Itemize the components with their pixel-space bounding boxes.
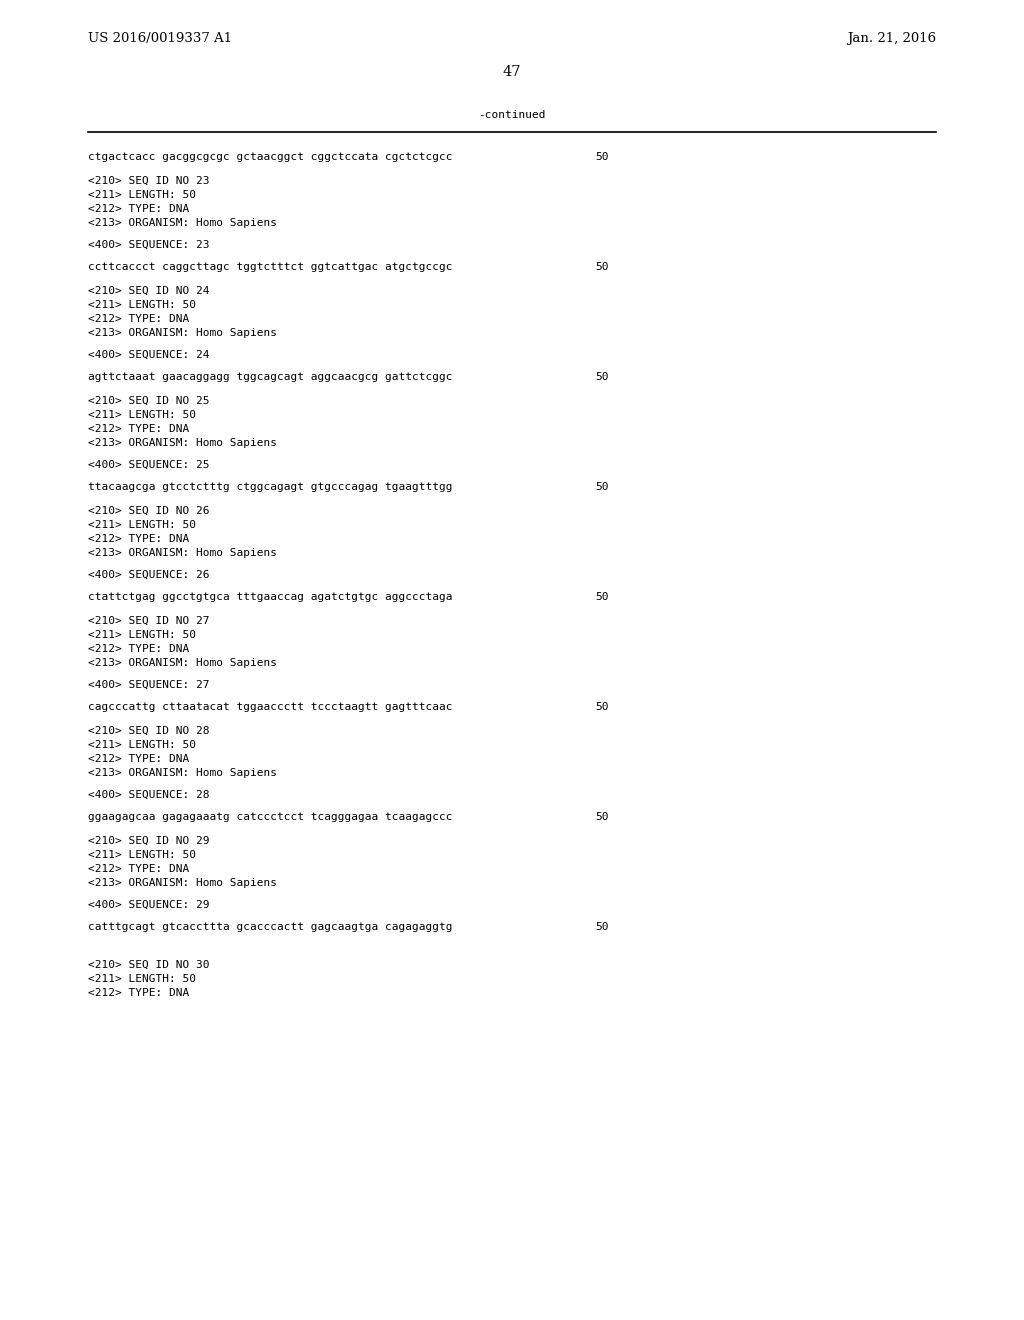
Text: US 2016/0019337 A1: US 2016/0019337 A1 (88, 32, 232, 45)
Text: <210> SEQ ID NO 24: <210> SEQ ID NO 24 (88, 286, 210, 296)
Text: <400> SEQUENCE: 24: <400> SEQUENCE: 24 (88, 350, 210, 360)
Text: <212> TYPE: DNA: <212> TYPE: DNA (88, 865, 189, 874)
Text: <212> TYPE: DNA: <212> TYPE: DNA (88, 205, 189, 214)
Text: ctattctgag ggcctgtgca tttgaaccag agatctgtgc aggccctaga: ctattctgag ggcctgtgca tttgaaccag agatctg… (88, 591, 453, 602)
Text: 50: 50 (595, 812, 608, 822)
Text: <400> SEQUENCE: 29: <400> SEQUENCE: 29 (88, 900, 210, 909)
Text: <212> TYPE: DNA: <212> TYPE: DNA (88, 314, 189, 323)
Text: 50: 50 (595, 591, 608, 602)
Text: <213> ORGANISM: Homo Sapiens: <213> ORGANISM: Homo Sapiens (88, 768, 278, 777)
Text: <210> SEQ ID NO 25: <210> SEQ ID NO 25 (88, 396, 210, 407)
Text: <400> SEQUENCE: 23: <400> SEQUENCE: 23 (88, 240, 210, 249)
Text: <212> TYPE: DNA: <212> TYPE: DNA (88, 754, 189, 764)
Text: 50: 50 (595, 702, 608, 711)
Text: <212> TYPE: DNA: <212> TYPE: DNA (88, 644, 189, 653)
Text: <400> SEQUENCE: 27: <400> SEQUENCE: 27 (88, 680, 210, 690)
Text: <210> SEQ ID NO 28: <210> SEQ ID NO 28 (88, 726, 210, 737)
Text: agttctaaat gaacaggagg tggcagcagt aggcaacgcg gattctcggc: agttctaaat gaacaggagg tggcagcagt aggcaac… (88, 372, 453, 381)
Text: <213> ORGANISM: Homo Sapiens: <213> ORGANISM: Homo Sapiens (88, 878, 278, 888)
Text: ggaagagcaa gagagaaatg catccctcct tcagggagaa tcaagagccc: ggaagagcaa gagagaaatg catccctcct tcaggga… (88, 812, 453, 822)
Text: 50: 50 (595, 152, 608, 162)
Text: <400> SEQUENCE: 25: <400> SEQUENCE: 25 (88, 459, 210, 470)
Text: 50: 50 (595, 921, 608, 932)
Text: 50: 50 (595, 372, 608, 381)
Text: <210> SEQ ID NO 27: <210> SEQ ID NO 27 (88, 616, 210, 626)
Text: <213> ORGANISM: Homo Sapiens: <213> ORGANISM: Homo Sapiens (88, 218, 278, 228)
Text: <211> LENGTH: 50: <211> LENGTH: 50 (88, 630, 196, 640)
Text: <211> LENGTH: 50: <211> LENGTH: 50 (88, 411, 196, 420)
Text: <400> SEQUENCE: 26: <400> SEQUENCE: 26 (88, 570, 210, 579)
Text: 47: 47 (503, 65, 521, 79)
Text: <211> LENGTH: 50: <211> LENGTH: 50 (88, 520, 196, 531)
Text: 50: 50 (595, 261, 608, 272)
Text: <400> SEQUENCE: 28: <400> SEQUENCE: 28 (88, 789, 210, 800)
Text: <212> TYPE: DNA: <212> TYPE: DNA (88, 535, 189, 544)
Text: ttacaagcga gtcctctttg ctggcagagt gtgcccagag tgaagtttgg: ttacaagcga gtcctctttg ctggcagagt gtgccca… (88, 482, 453, 492)
Text: ctgactcacc gacggcgcgc gctaacggct cggctccata cgctctcgcc: ctgactcacc gacggcgcgc gctaacggct cggctcc… (88, 152, 453, 162)
Text: <211> LENGTH: 50: <211> LENGTH: 50 (88, 741, 196, 750)
Text: <213> ORGANISM: Homo Sapiens: <213> ORGANISM: Homo Sapiens (88, 548, 278, 558)
Text: cagcccattg cttaatacat tggaaccctt tccctaagtt gagtttcaac: cagcccattg cttaatacat tggaaccctt tccctaa… (88, 702, 453, 711)
Text: catttgcagt gtcaccttta gcacccactt gagcaagtga cagagaggtg: catttgcagt gtcaccttta gcacccactt gagcaag… (88, 921, 453, 932)
Text: <210> SEQ ID NO 26: <210> SEQ ID NO 26 (88, 506, 210, 516)
Text: <213> ORGANISM: Homo Sapiens: <213> ORGANISM: Homo Sapiens (88, 657, 278, 668)
Text: ccttcaccct caggcttagc tggtctttct ggtcattgac atgctgccgc: ccttcaccct caggcttagc tggtctttct ggtcatt… (88, 261, 453, 272)
Text: -continued: -continued (478, 110, 546, 120)
Text: <211> LENGTH: 50: <211> LENGTH: 50 (88, 850, 196, 861)
Text: <210> SEQ ID NO 29: <210> SEQ ID NO 29 (88, 836, 210, 846)
Text: <212> TYPE: DNA: <212> TYPE: DNA (88, 987, 189, 998)
Text: <211> LENGTH: 50: <211> LENGTH: 50 (88, 300, 196, 310)
Text: 50: 50 (595, 482, 608, 492)
Text: Jan. 21, 2016: Jan. 21, 2016 (847, 32, 936, 45)
Text: <210> SEQ ID NO 30: <210> SEQ ID NO 30 (88, 960, 210, 970)
Text: <213> ORGANISM: Homo Sapiens: <213> ORGANISM: Homo Sapiens (88, 438, 278, 447)
Text: <210> SEQ ID NO 23: <210> SEQ ID NO 23 (88, 176, 210, 186)
Text: <212> TYPE: DNA: <212> TYPE: DNA (88, 424, 189, 434)
Text: <211> LENGTH: 50: <211> LENGTH: 50 (88, 974, 196, 983)
Text: <213> ORGANISM: Homo Sapiens: <213> ORGANISM: Homo Sapiens (88, 327, 278, 338)
Text: <211> LENGTH: 50: <211> LENGTH: 50 (88, 190, 196, 201)
